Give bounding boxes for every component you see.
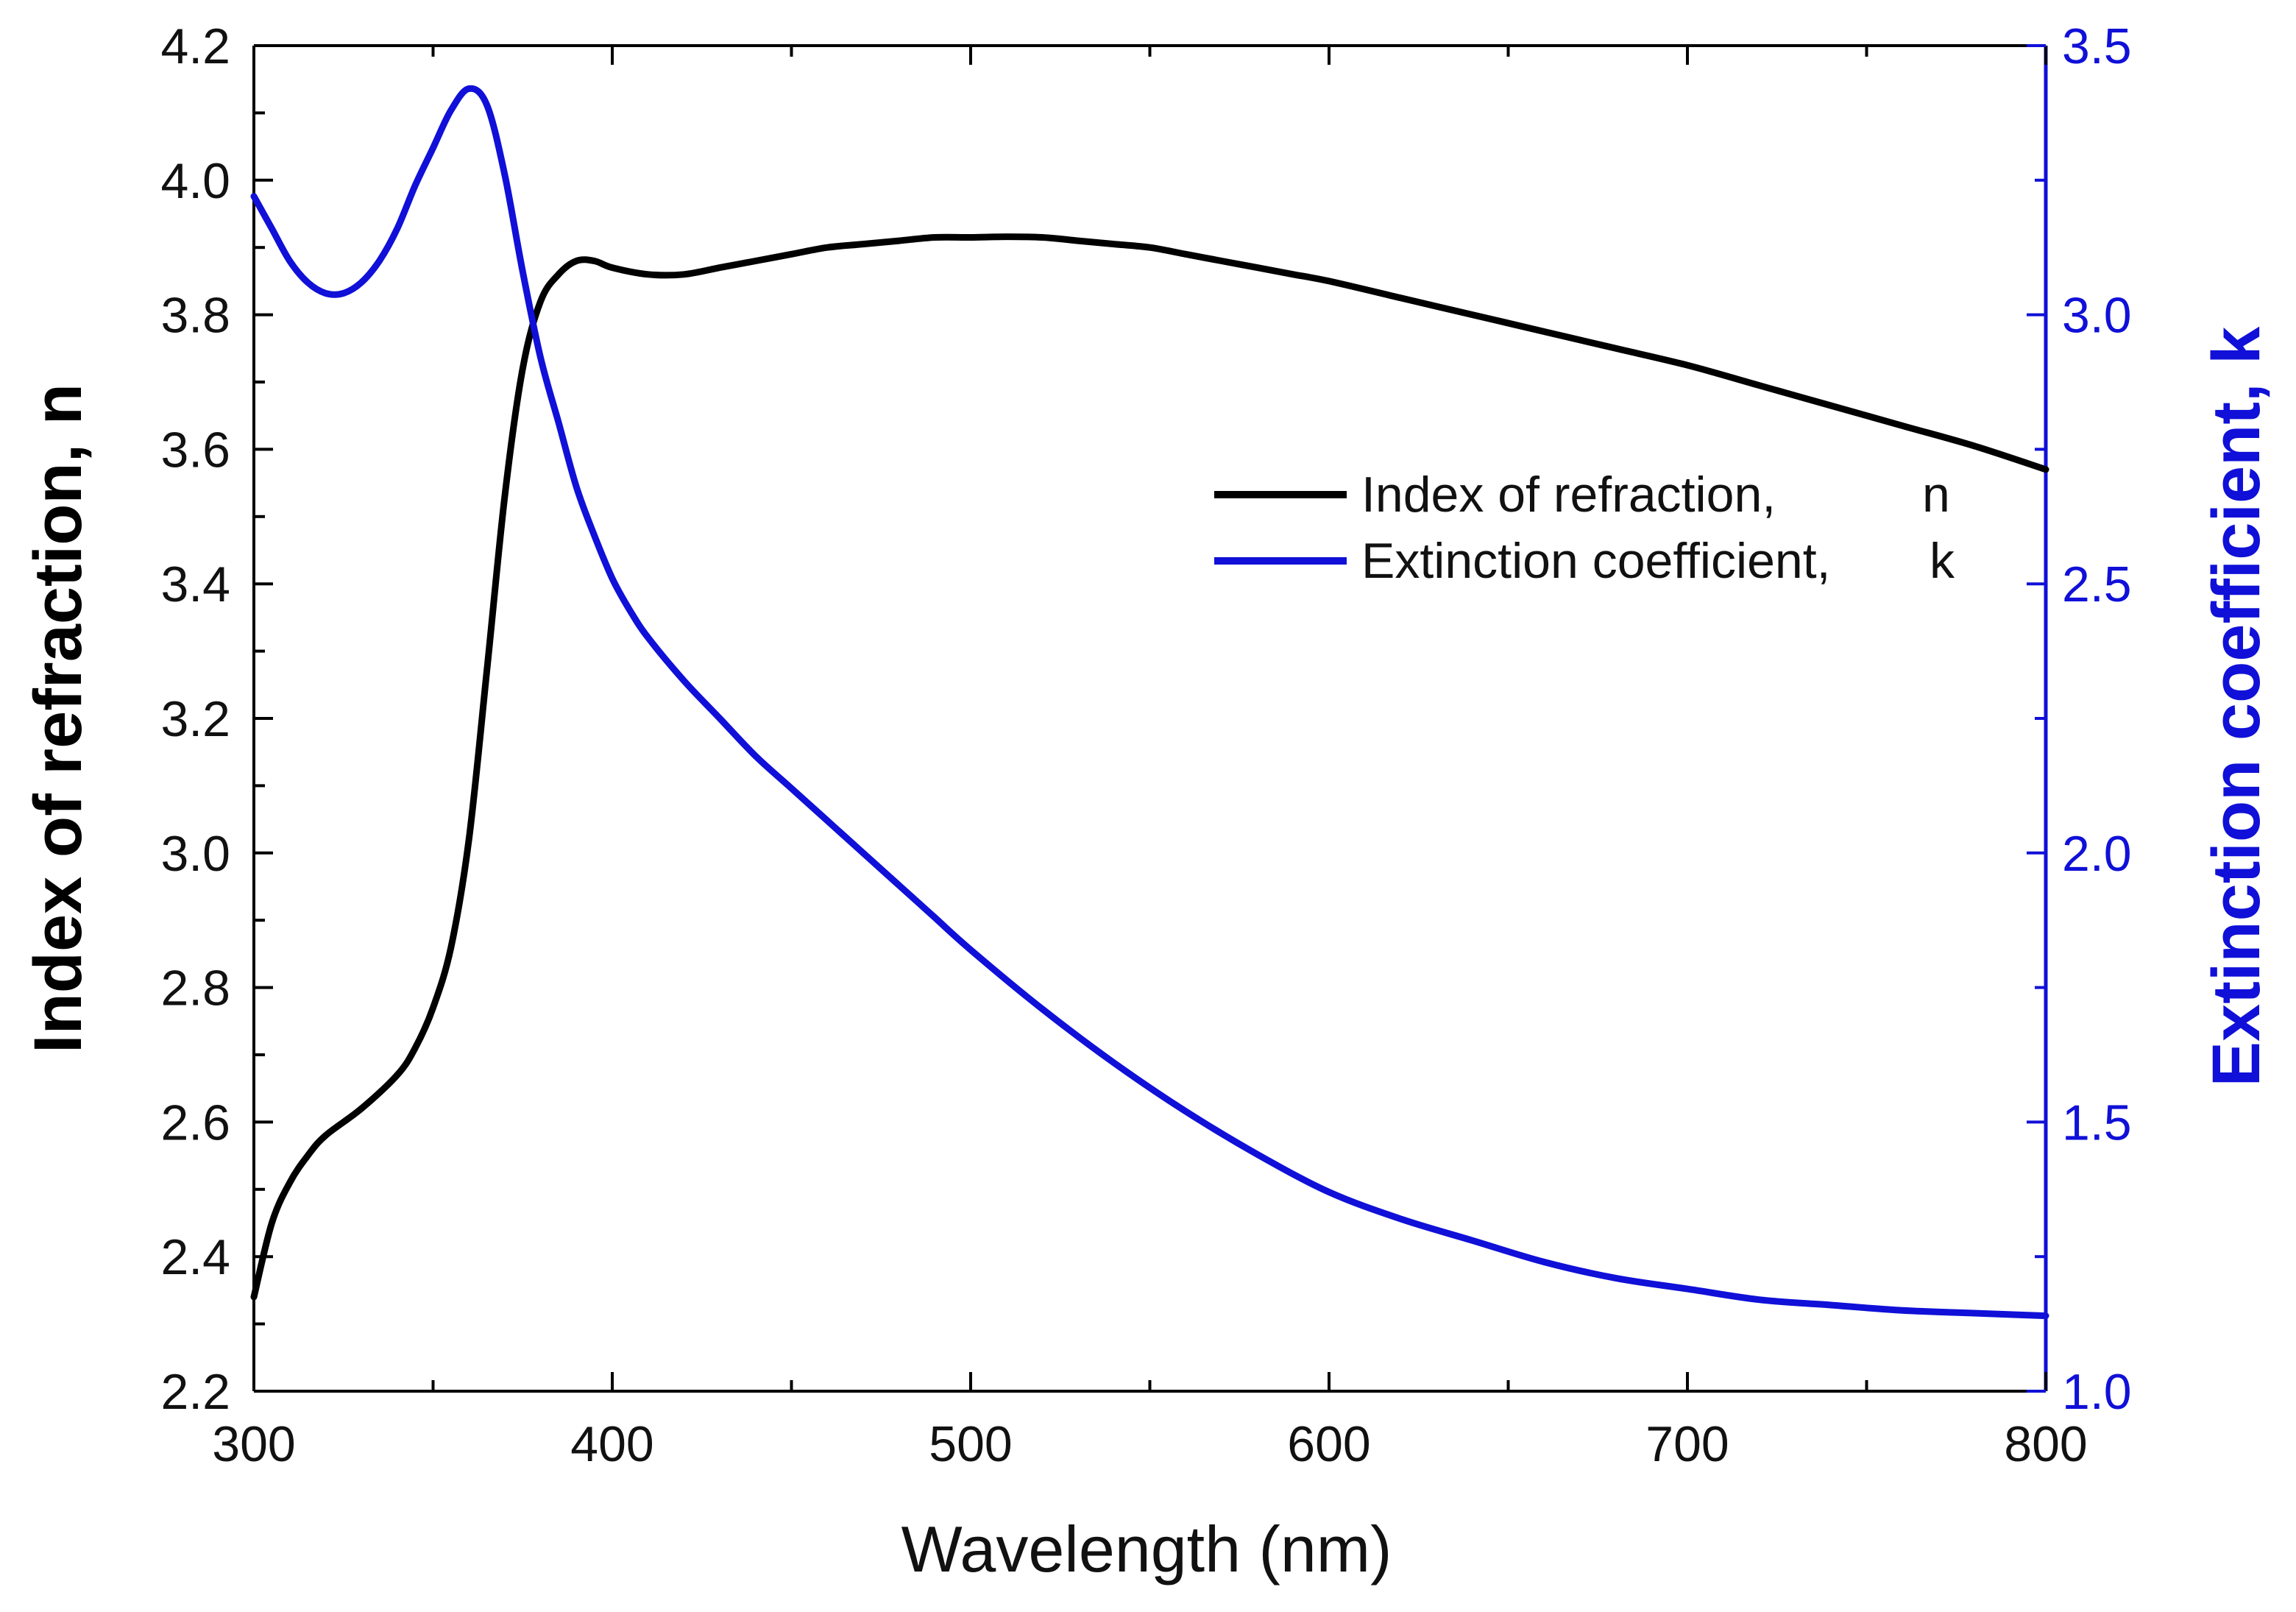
y-tick-label: 3.0 (160, 826, 230, 882)
y-tick-label: 2.6 (160, 1095, 230, 1150)
series-line-k (250, 85, 2049, 1320)
y-tick-label: 2.4 (160, 1229, 230, 1285)
x-tick-label: 500 (929, 1416, 1012, 1472)
y-axis-left: 2.2 2.4 2.6 2.8 3.0 3.2 3.4 3.6 3.8 4.0 4.2 (160, 18, 273, 1420)
x-axis-title: Wavelength (nm) (901, 1513, 1392, 1586)
y2-axis-title: Extinction coefficient, k (2199, 326, 2274, 1086)
x-axis: 300 400 500 600 700 800 (212, 46, 2088, 1472)
x-tick-label: 800 (2004, 1416, 2087, 1472)
y2-tick-label: 3.5 (2062, 18, 2132, 74)
y2-tick-label: 3.0 (2062, 288, 2132, 344)
y2-tick-label: 2.5 (2062, 556, 2132, 612)
legend: Index of refraction, n Extinction coeffi… (1214, 467, 1955, 589)
x-tick-label: 700 (1645, 1416, 1729, 1472)
y-tick-label: 3.6 (160, 422, 230, 478)
y2-tick-label: 1.0 (2062, 1364, 2132, 1420)
y-tick-label: 4.0 (160, 153, 230, 209)
y-tick-label: 2.8 (160, 961, 230, 1017)
y-tick-label: 3.4 (160, 556, 230, 612)
x-tick-label: 300 (212, 1416, 295, 1472)
series-layer (250, 85, 2049, 1320)
y-tick-label: 3.8 (160, 288, 230, 344)
legend-symbol-k: k (1930, 533, 1955, 589)
y-axis-right: 1.0 1.5 2.0 2.5 3.0 3.5 (2027, 18, 2132, 1420)
y2-tick-label: 1.5 (2062, 1095, 2132, 1150)
legend-symbol-n: n (1922, 467, 1950, 523)
x-tick-label: 600 (1287, 1416, 1370, 1472)
series-line-n (250, 233, 2049, 1301)
y2-tick-label: 2.0 (2062, 826, 2132, 882)
legend-label-n: Index of refraction, (1361, 467, 1776, 523)
y-tick-label: 2.2 (160, 1364, 230, 1420)
legend-label-k: Extinction coefficient, (1361, 533, 1831, 589)
y-tick-label: 3.2 (160, 691, 230, 747)
x-tick-label: 400 (570, 1416, 653, 1472)
y-axis-title: Index of refraction, n (21, 383, 96, 1053)
y-tick-label: 4.2 (160, 18, 230, 74)
